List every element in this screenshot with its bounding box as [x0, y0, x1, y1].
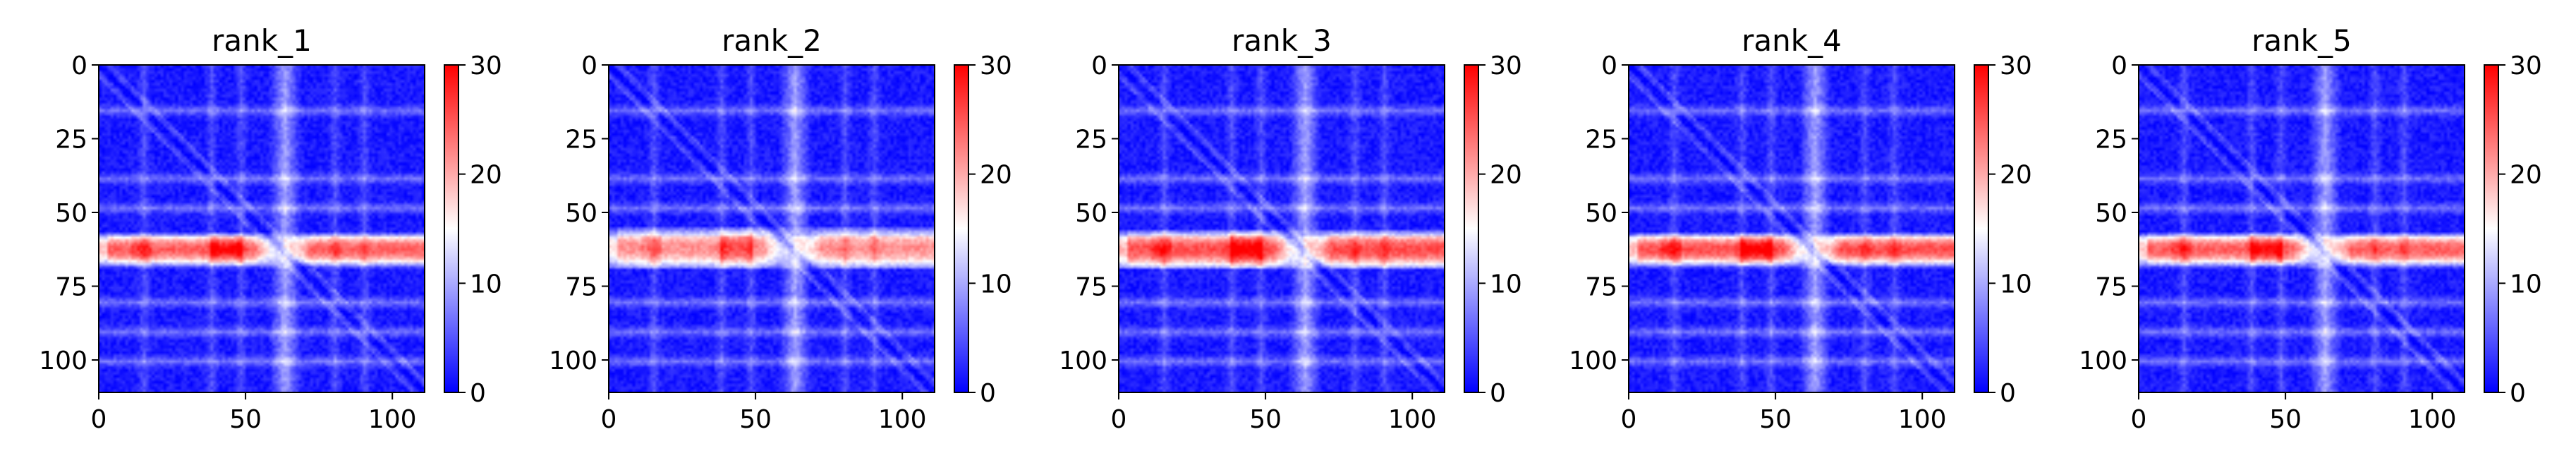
- y-tick-label: 50: [2095, 199, 2127, 228]
- y-tick-label: 25: [55, 126, 87, 155]
- y-tick-label: 75: [565, 273, 597, 302]
- y-tick-label: 100: [1059, 347, 1107, 375]
- y-tick-label: 75: [1585, 273, 1617, 302]
- x-tick-label: 0: [1111, 405, 1127, 434]
- y-tick-label: 0: [1601, 52, 1617, 80]
- colorbar: [1464, 64, 1479, 393]
- y-tick-label: 100: [2079, 347, 2127, 375]
- colorbar-tick-label: 10: [2000, 270, 2032, 299]
- x-tick-label: 100: [2408, 405, 2457, 434]
- heatmap-image: [1629, 65, 1955, 392]
- colorbar-tick-label: 0: [1490, 379, 1506, 408]
- panel-3: rank_3 0 25 50 75 100 0 50 100 0 10 20 30: [1059, 23, 1522, 434]
- colorbar-tick-label: 0: [980, 379, 996, 408]
- panel-1: rank_1 0 25 50 75 100 0 50 100 0 10 20 30: [39, 23, 502, 434]
- x-tick-label: 50: [1759, 405, 1792, 434]
- colorbar-tick-label: 10: [1490, 270, 1522, 299]
- panel-title: rank_3: [1232, 23, 1332, 58]
- x-tick-label: 100: [1898, 405, 1947, 434]
- y-tick-label: 0: [581, 52, 597, 80]
- colorbar: [954, 64, 969, 393]
- y-tick-label: 50: [55, 199, 87, 228]
- panel-4: rank_4 0 25 50 75 100 0 50 100 0 10 20 30: [1569, 23, 2032, 434]
- colorbar-tick-label: 0: [470, 379, 486, 408]
- y-tick-label: 0: [1091, 52, 1107, 80]
- heatmap-image: [609, 65, 935, 392]
- y-tick-label: 50: [565, 199, 597, 228]
- y-tick-label: 100: [39, 347, 87, 375]
- x-tick-label: 100: [1388, 405, 1437, 434]
- panel-5: rank_5 0 25 50 75 100 0 50 100 0 10 20 30: [2079, 23, 2542, 434]
- axes-frame: [1118, 64, 1445, 393]
- colorbar-tick-label: 30: [980, 52, 1012, 80]
- y-tick-label: 100: [1569, 347, 1617, 375]
- colorbar-tick-label: 20: [1490, 161, 1522, 190]
- axes-frame: [2138, 64, 2465, 393]
- panel-title: rank_2: [722, 23, 822, 58]
- x-tick-label: 100: [368, 405, 417, 434]
- colorbar: [444, 64, 459, 393]
- x-tick-label: 100: [878, 405, 927, 434]
- y-tick-label: 75: [1075, 273, 1107, 302]
- colorbar: [2484, 64, 2499, 393]
- colorbar-tick-label: 0: [2000, 379, 2016, 408]
- y-tick-label: 75: [2095, 273, 2127, 302]
- y-tick-label: 50: [1585, 199, 1617, 228]
- x-tick-label: 0: [1621, 405, 1637, 434]
- colorbar-tick-label: 30: [470, 52, 502, 80]
- x-tick-label: 0: [91, 405, 107, 434]
- panel-title: rank_1: [212, 23, 312, 58]
- x-tick-label: 0: [2131, 405, 2147, 434]
- panel-title: rank_5: [2252, 23, 2352, 58]
- panel-title: rank_4: [1742, 23, 1842, 58]
- axes-frame: [608, 64, 935, 393]
- heatmap-image: [99, 65, 425, 392]
- y-tick-label: 50: [1075, 199, 1107, 228]
- y-tick-label: 0: [71, 52, 87, 80]
- y-tick-label: 25: [565, 126, 597, 155]
- y-tick-label: 25: [2095, 126, 2127, 155]
- colorbar-tick-label: 10: [980, 270, 1012, 299]
- heatmap-image: [1119, 65, 1445, 392]
- colorbar-tick-label: 20: [2510, 161, 2542, 190]
- colorbar-tick-label: 20: [2000, 161, 2032, 190]
- x-tick-label: 0: [601, 405, 617, 434]
- axes-frame: [1628, 64, 1955, 393]
- colorbar-tick-label: 20: [470, 161, 502, 190]
- x-tick-label: 50: [739, 405, 772, 434]
- x-tick-label: 50: [1249, 405, 1282, 434]
- y-tick-label: 75: [55, 273, 87, 302]
- colorbar-tick-label: 10: [470, 270, 502, 299]
- colorbar-tick-label: 0: [2510, 379, 2526, 408]
- colorbar: [1974, 64, 1989, 393]
- panel-2: rank_2 0 25 50 75 100 0 50 100 0 10 20 30: [549, 23, 1012, 434]
- heatmap-image: [2139, 65, 2465, 392]
- x-tick-label: 50: [229, 405, 262, 434]
- colorbar-tick-label: 30: [1490, 52, 1522, 80]
- x-tick-label: 50: [2269, 405, 2302, 434]
- colorbar-tick-label: 10: [2510, 270, 2542, 299]
- y-tick-label: 0: [2111, 52, 2127, 80]
- y-tick-label: 25: [1585, 126, 1617, 155]
- colorbar-tick-label: 30: [2000, 52, 2032, 80]
- y-tick-label: 25: [1075, 126, 1107, 155]
- axes-frame: [98, 64, 425, 393]
- colorbar-tick-label: 30: [2510, 52, 2542, 80]
- colorbar-tick-label: 20: [980, 161, 1012, 190]
- y-tick-label: 100: [549, 347, 597, 375]
